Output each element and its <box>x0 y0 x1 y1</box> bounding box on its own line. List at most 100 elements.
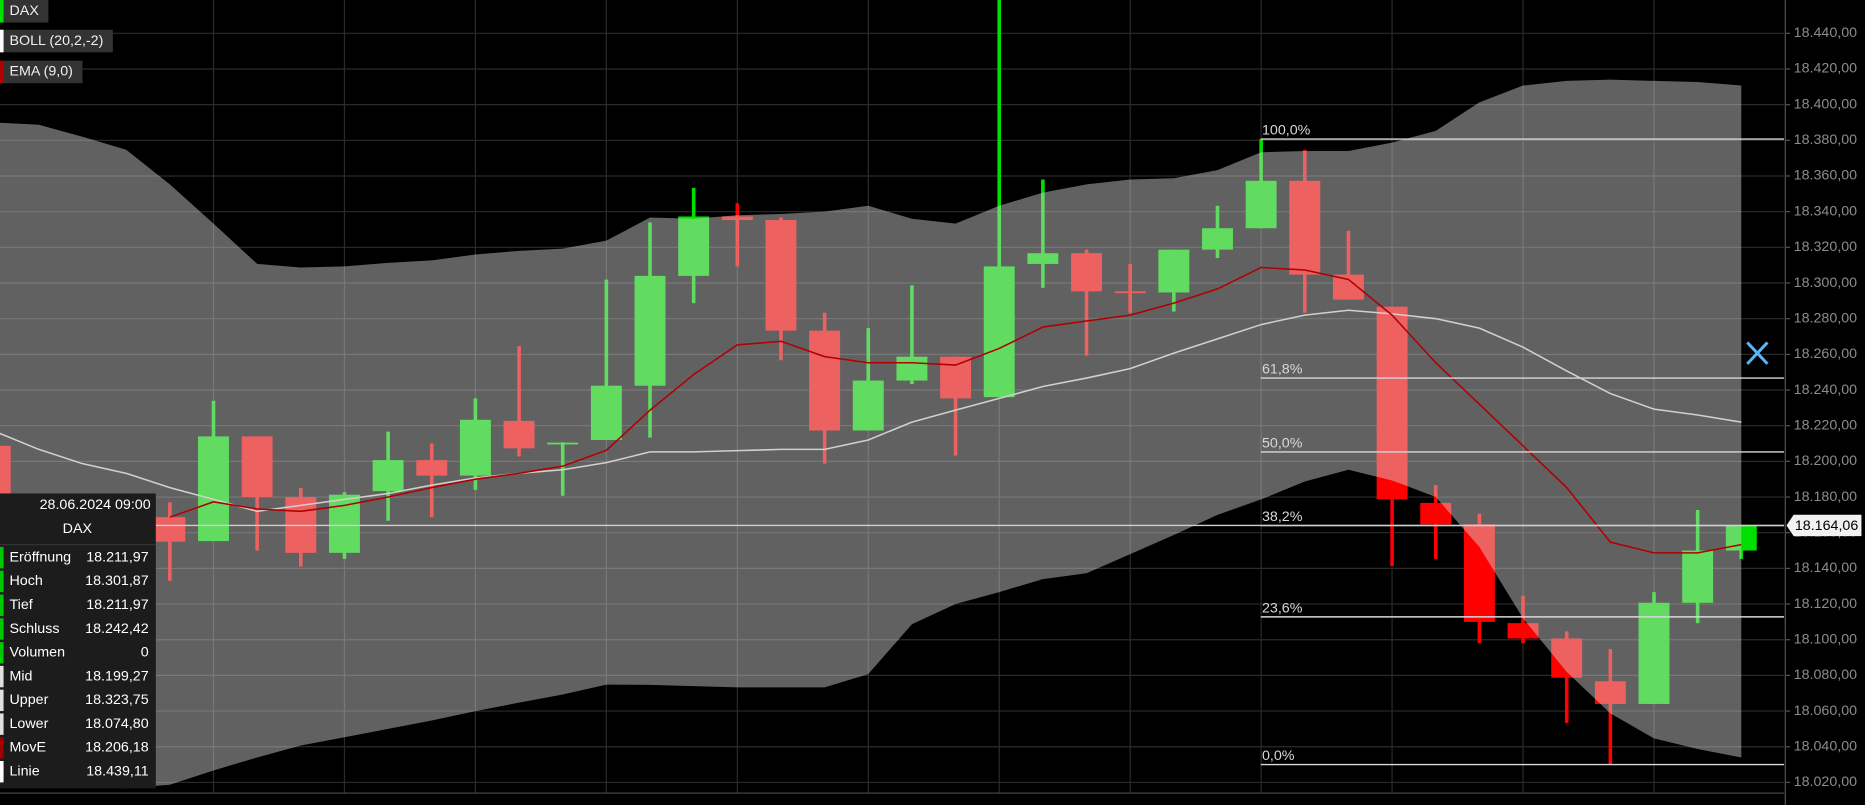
tooltip-row-swatch <box>0 665 4 688</box>
price-axis: 18.020,00 18.040,00 18.060,00 18.080,00 18.1… <box>1785 25 1862 790</box>
candle-body <box>1158 249 1190 293</box>
candle-body <box>1551 638 1583 678</box>
tooltip-row-swatch <box>0 713 4 735</box>
legend-item: DAX <box>0 0 49 23</box>
y-tick-label: 18.040,00 <box>1794 739 1858 755</box>
y-tick-label: 18.360,00 <box>1794 168 1858 184</box>
candle-body <box>1289 180 1321 275</box>
candle-body <box>1376 306 1408 500</box>
candle-body <box>372 460 404 492</box>
fib-label: 23,6% <box>1262 600 1303 616</box>
y-tick-label: 18.260,00 <box>1794 346 1858 362</box>
tooltip-row-label: Upper <box>10 692 49 708</box>
candle-body <box>459 419 491 476</box>
legend-swatch <box>0 29 4 53</box>
candle-body <box>1071 253 1102 292</box>
candle-body <box>852 380 884 431</box>
candle-body <box>1594 681 1626 704</box>
candle-body <box>1463 524 1495 622</box>
y-tick-label: 18.280,00 <box>1794 310 1858 326</box>
legend-item: BOLL (20,2,-2) <box>0 29 113 53</box>
candle-body <box>0 445 11 494</box>
tooltip-row-label: Schluss <box>10 621 60 637</box>
candle-body <box>241 436 273 498</box>
candle-body <box>809 330 841 431</box>
tooltip-row-label: Volumen <box>10 645 66 661</box>
y-tick-label: 18.440,00 <box>1794 25 1858 41</box>
y-tick-label: 18.060,00 <box>1794 703 1858 719</box>
y-tick-label: 18.300,00 <box>1794 275 1858 291</box>
tooltip-row-label: Lower <box>10 716 49 732</box>
fib-label: 38,2% <box>1262 509 1303 525</box>
legend-swatch <box>0 0 4 23</box>
tooltip-row-label: Tief <box>10 597 33 613</box>
legend-box <box>0 0 49 23</box>
y-tick-label: 18.100,00 <box>1794 631 1858 647</box>
y-tick-label: 18.080,00 <box>1794 667 1858 683</box>
candle-body <box>547 442 579 445</box>
last-price-label: 18.164,06 <box>1795 518 1859 534</box>
legend-swatch <box>0 60 4 84</box>
candle-body <box>765 220 797 331</box>
tooltip-row-value: 18.301,87 <box>85 573 149 589</box>
drawing-tool-marker[interactable] <box>1746 341 1769 365</box>
legend: DAX BOLL (20,2,-2) EMA (9,0) <box>0 0 113 84</box>
fib-label: 100,0% <box>1262 123 1311 139</box>
candle-body <box>590 385 622 441</box>
y-tick-label: 18.020,00 <box>1794 774 1858 790</box>
tooltip-box <box>0 493 156 789</box>
candle-body <box>1638 602 1670 704</box>
ema-line <box>169 266 1742 554</box>
fib-label: 50,0% <box>1262 435 1303 451</box>
tooltip-row-swatch <box>0 546 4 569</box>
candle-body <box>1114 291 1146 294</box>
legend-box <box>0 29 113 53</box>
candle-body <box>1682 550 1714 603</box>
candle-body <box>1202 228 1233 250</box>
y-tick-label: 18.220,00 <box>1794 417 1858 433</box>
tooltip-row-swatch <box>0 642 4 664</box>
candle-body <box>983 266 1015 398</box>
y-tick-label: 18.200,00 <box>1794 453 1858 469</box>
legend-label: EMA (9,0) <box>10 64 73 80</box>
candle-body <box>634 275 666 386</box>
candle-body <box>503 420 535 449</box>
y-tick-label: 18.140,00 <box>1794 560 1858 576</box>
bollinger-mid-line <box>0 309 1742 513</box>
last-price-box <box>1786 514 1862 537</box>
tooltip-row-value: 18.199,27 <box>85 668 149 684</box>
candle-body <box>1245 180 1277 229</box>
fib-label: 61,8% <box>1262 362 1303 378</box>
tooltip-row-label: Linie <box>10 763 40 779</box>
y-tick-label: 18.320,00 <box>1794 239 1858 255</box>
tooltip-row-value: 18.439,11 <box>86 763 148 779</box>
y-tick-label: 18.340,00 <box>1794 203 1858 219</box>
tooltip-row-value: 18.242,42 <box>85 621 149 637</box>
tooltip-row-swatch <box>0 737 4 759</box>
tooltip-row-value: 18.323,75 <box>85 692 149 708</box>
y-tick-label: 18.400,00 <box>1794 96 1858 112</box>
tooltip-row-value: 18.211,97 <box>86 549 148 565</box>
y-tick-label: 18.240,00 <box>1794 382 1858 398</box>
tooltip-symbol: DAX <box>63 521 93 537</box>
tooltip-row-swatch <box>0 618 4 640</box>
candle-body <box>154 517 186 542</box>
legend-item: EMA (9,0) <box>0 60 83 84</box>
fib-label: 0,0% <box>1262 748 1295 764</box>
tooltip-row-value: 0 <box>141 645 149 661</box>
tooltip-row-value: 18.211,97 <box>86 597 148 613</box>
tooltip-row-label: Mid <box>10 668 33 684</box>
candle-body <box>940 356 972 399</box>
tooltip-title: 28.06.2024 09:00 <box>40 497 151 513</box>
plot-area: 100,0% 61,8% 50,0% 38,2% 23,6% 0,0% <box>0 0 1785 789</box>
candle-body <box>1507 623 1539 639</box>
tooltip-row-label: Hoch <box>10 573 43 589</box>
y-tick-label: 18.420,00 <box>1794 61 1858 77</box>
y-tick-label: 18.180,00 <box>1794 489 1858 505</box>
tooltip-row-swatch <box>0 570 4 593</box>
candle-body <box>198 436 229 542</box>
tooltip-row-swatch <box>0 689 4 712</box>
tooltip: 28.06.2024 09:00 DAX Eröffnung 18.211,97 Hoc… <box>0 493 156 789</box>
